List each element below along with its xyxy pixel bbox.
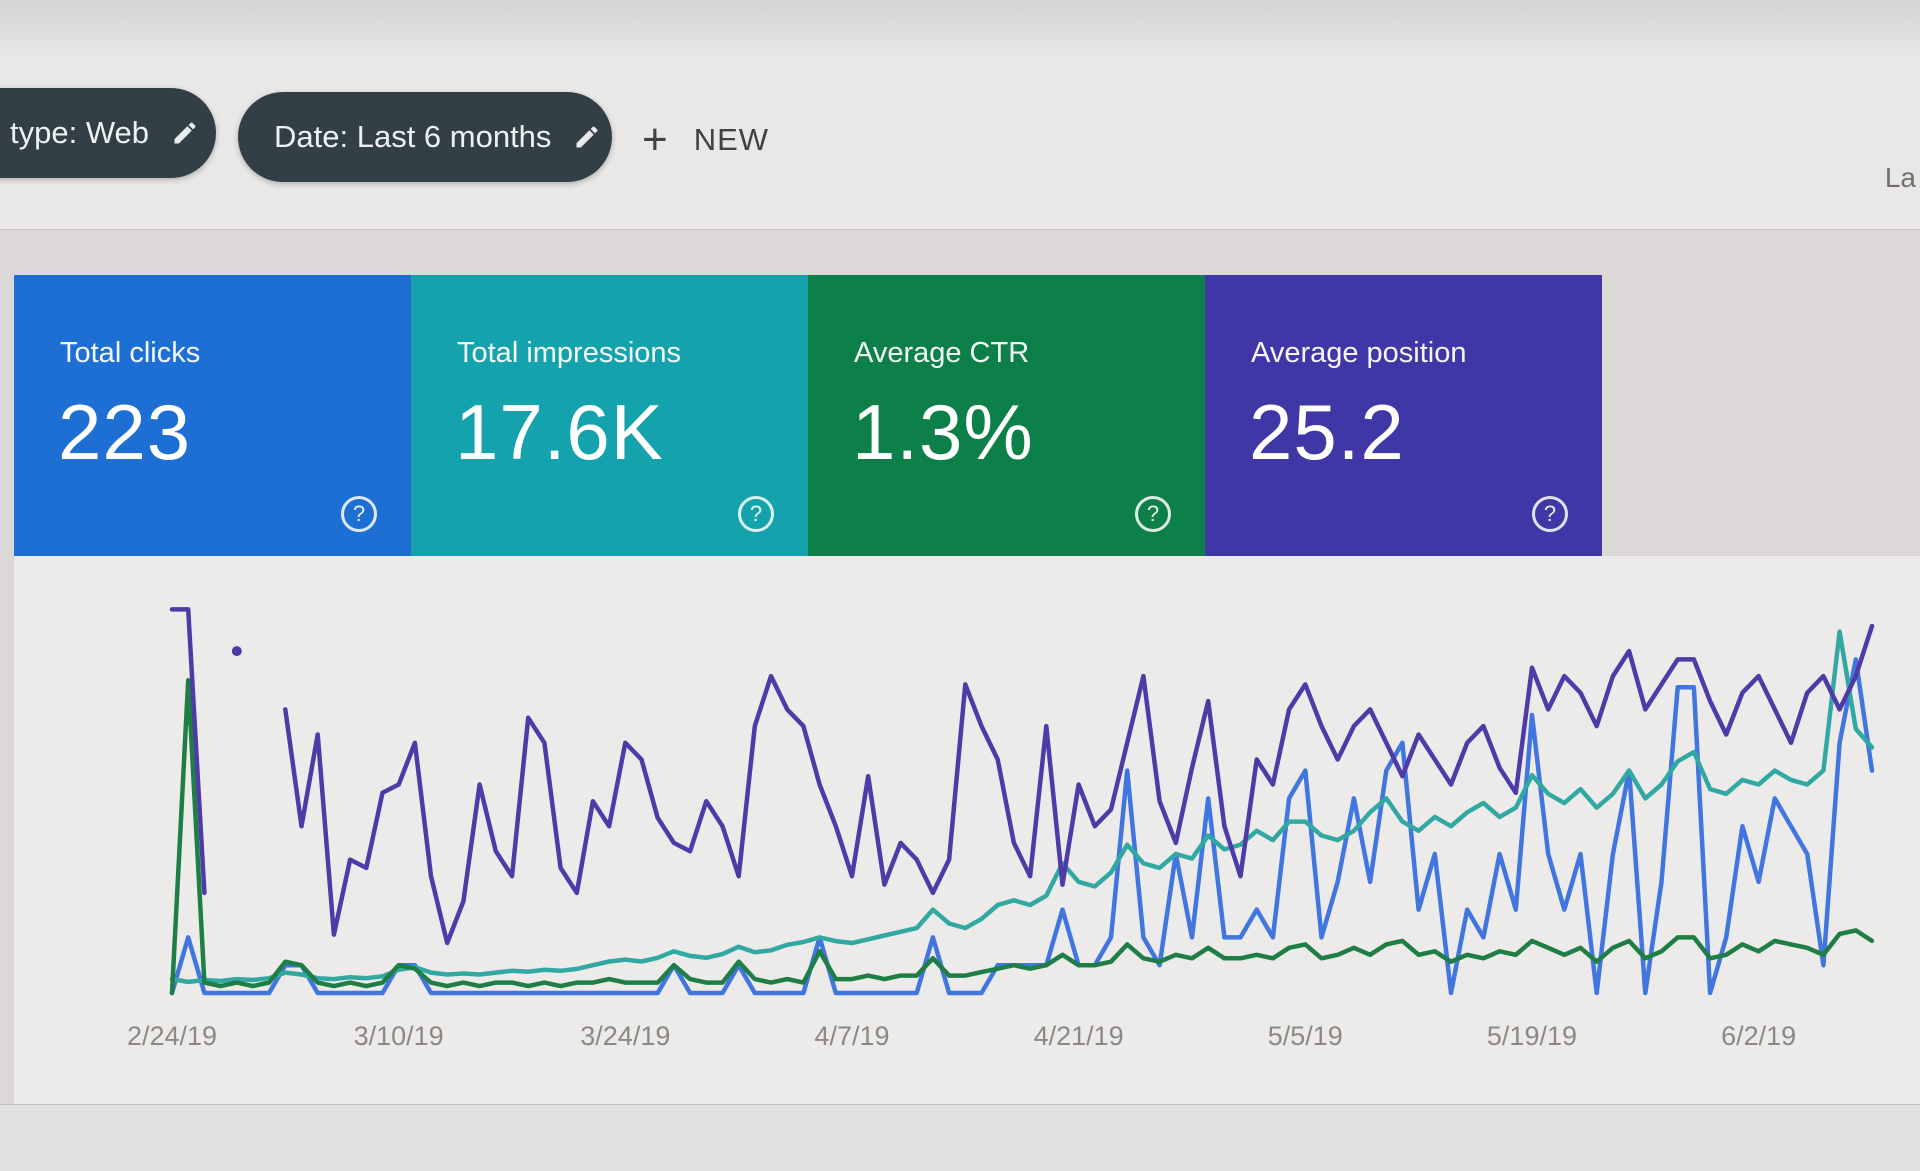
edit-pencil-icon[interactable]: [171, 119, 199, 147]
metric-card-label: Average position: [1251, 337, 1467, 369]
metric-card-label: Total impressions: [457, 337, 682, 369]
x-axis-label: 3/24/19: [580, 1021, 671, 1051]
new-filter-button[interactable]: + NEW: [642, 110, 769, 170]
metric-card-total-clicks[interactable]: Total clicks 223 ?: [14, 275, 411, 556]
performance-chart-svg: [169, 607, 1875, 996]
chart-line-position: [169, 607, 207, 896]
metric-card-average-ctr[interactable]: Average CTR 1.3% ?: [808, 275, 1205, 556]
chart-line-ctr: [169, 678, 1875, 996]
new-filter-button-label: NEW: [693, 122, 770, 157]
last-updated-cutoff-text: La: [1884, 162, 1916, 193]
chart-point-position: [231, 646, 242, 657]
filter-chip-date-label: Date: Last 6 months: [274, 119, 552, 154]
performance-chart-panel: 2/24/19 3/10/19 3/24/19 4/7/19 4/21/19 5/5/19…: [14, 556, 1920, 1104]
x-axis-label: 3/10/19: [353, 1021, 444, 1051]
x-axis-label: 5/5/19: [1267, 1021, 1343, 1051]
x-axis-label: 6/2/19: [1721, 1021, 1797, 1051]
x-axis-label: 5/19/19: [1486, 1021, 1577, 1051]
filter-toolbar: type: Web Date: Last 6 months + NEW La: [0, 58, 1920, 230]
filter-chip-search-type[interactable]: type: Web: [0, 88, 216, 178]
metric-card-average-position[interactable]: Average position 25.2 ?: [1205, 275, 1602, 556]
help-icon[interactable]: ?: [1135, 496, 1171, 532]
metric-card-value: 1.3%: [852, 388, 1034, 476]
metric-card-value: 223: [58, 388, 192, 476]
x-axis-label: 4/21/19: [1033, 1021, 1124, 1051]
metric-card-total-impressions[interactable]: Total impressions 17.6K ?: [411, 275, 808, 556]
metric-card-label: Total clicks: [60, 337, 201, 369]
help-icon[interactable]: ?: [1532, 496, 1568, 532]
screen-bottom-strip: [0, 1104, 1920, 1171]
metric-card-value: 25.2: [1249, 388, 1405, 476]
metric-card-value: 17.6K: [455, 388, 664, 476]
screen-top-strip: [0, 0, 1920, 58]
chart-line-position: [283, 623, 1875, 946]
x-axis-label: 2/24/19: [126, 1021, 218, 1051]
filter-chip-search-type-label: type: Web: [10, 115, 150, 150]
x-axis-label: 4/7/19: [814, 1021, 890, 1051]
plus-icon: +: [642, 115, 668, 164]
metric-cards-row: Total clicks 223 ? Total impressions 17.…: [14, 275, 1602, 556]
filter-chip-date[interactable]: Date: Last 6 months: [238, 92, 612, 182]
metric-card-label: Average CTR: [854, 337, 1030, 369]
edit-pencil-icon[interactable]: [573, 123, 601, 151]
help-icon[interactable]: ?: [341, 496, 377, 532]
chart-line-impressions: [169, 629, 1875, 985]
help-icon[interactable]: ?: [738, 496, 774, 532]
